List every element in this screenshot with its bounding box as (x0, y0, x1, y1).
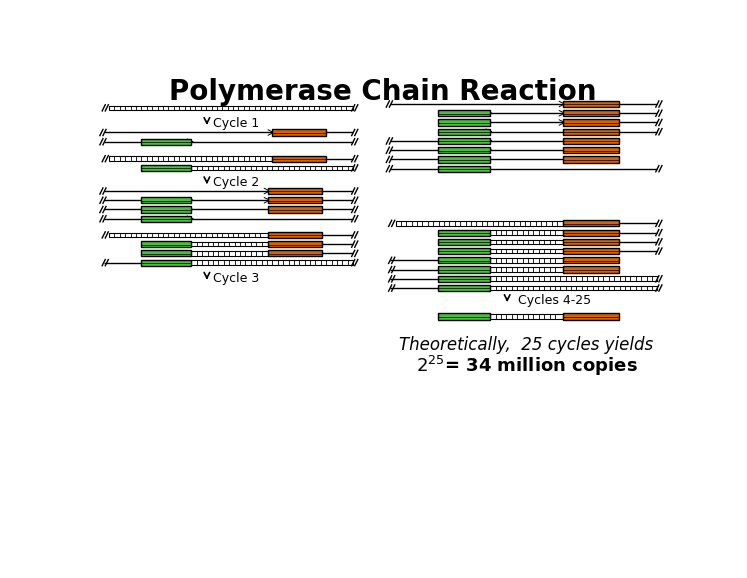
Bar (438, 138, 490, 144)
Bar (141, 165, 191, 171)
Bar (191, 260, 353, 265)
Text: Cycle 3: Cycle 3 (213, 272, 259, 284)
Bar (438, 166, 490, 172)
Bar (490, 276, 657, 281)
Bar (141, 216, 191, 222)
Bar (268, 241, 323, 247)
Bar (563, 147, 619, 153)
Bar (563, 248, 619, 254)
Bar (268, 250, 323, 257)
Bar (273, 129, 326, 136)
Text: Polymerase Chain Reaction: Polymerase Chain Reaction (169, 78, 596, 106)
Text: Theoretically,  25 cycles yields: Theoretically, 25 cycles yields (400, 336, 654, 354)
Bar (438, 313, 490, 320)
Bar (438, 120, 490, 125)
Bar (490, 286, 657, 290)
Bar (438, 285, 490, 291)
Bar (438, 276, 490, 282)
Text: Cycle 2: Cycle 2 (213, 176, 259, 189)
Bar (490, 230, 563, 235)
Bar (191, 242, 268, 246)
Bar (490, 314, 563, 319)
Bar (438, 257, 490, 264)
Bar (438, 129, 490, 135)
Bar (438, 248, 490, 254)
Bar (438, 266, 490, 273)
Bar (563, 220, 619, 227)
Bar (490, 267, 563, 272)
Bar (438, 110, 490, 116)
Bar (191, 166, 353, 171)
Bar (563, 229, 619, 236)
Bar (268, 197, 323, 203)
Bar (273, 155, 326, 162)
Bar (563, 129, 619, 135)
Bar (563, 138, 619, 144)
Bar (563, 157, 619, 162)
Bar (268, 188, 323, 194)
Bar (268, 206, 323, 213)
Bar (563, 239, 619, 245)
Bar (141, 197, 191, 203)
Bar (563, 101, 619, 107)
Bar (563, 266, 619, 273)
Bar (109, 106, 353, 110)
Bar (490, 249, 563, 253)
Bar (109, 232, 268, 237)
Bar (141, 241, 191, 247)
Text: Cycles 4-25: Cycles 4-25 (518, 294, 591, 307)
Bar (438, 239, 490, 245)
Bar (438, 157, 490, 162)
Bar (396, 221, 563, 225)
Bar (438, 147, 490, 153)
Bar (490, 239, 563, 244)
Text: Cycle 1: Cycle 1 (213, 117, 259, 129)
Bar (141, 250, 191, 257)
Bar (191, 251, 268, 255)
Bar (490, 258, 563, 262)
Bar (563, 110, 619, 116)
Bar (563, 257, 619, 264)
Bar (141, 260, 191, 266)
Bar (268, 232, 323, 238)
Bar (141, 139, 191, 145)
Bar (141, 206, 191, 213)
Text: $2^{25}$= 34 million copies: $2^{25}$= 34 million copies (415, 354, 637, 378)
Bar (563, 313, 619, 320)
Bar (438, 229, 490, 236)
Bar (109, 157, 273, 161)
Bar (563, 120, 619, 125)
